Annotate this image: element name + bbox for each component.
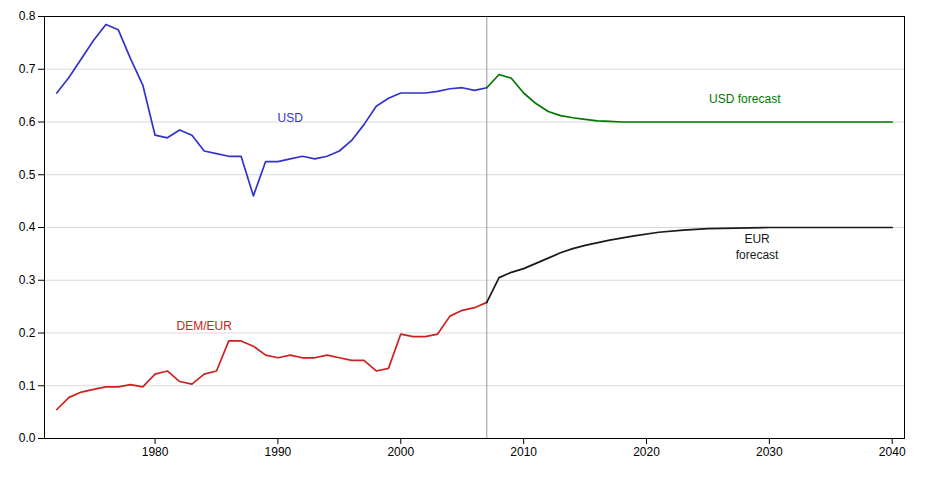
svg-text:1990: 1990 xyxy=(265,445,292,459)
svg-text:2000: 2000 xyxy=(387,445,414,459)
svg-text:0.5: 0.5 xyxy=(19,168,36,182)
svg-text:0.2: 0.2 xyxy=(19,326,36,340)
svg-text:0.3: 0.3 xyxy=(19,273,36,287)
svg-text:DEM/EUR: DEM/EUR xyxy=(177,319,233,333)
svg-text:USD forecast: USD forecast xyxy=(709,92,781,106)
svg-text:2020: 2020 xyxy=(633,445,660,459)
svg-text:EURforecast: EURforecast xyxy=(736,232,779,262)
svg-text:2010: 2010 xyxy=(510,445,537,459)
svg-text:0.7: 0.7 xyxy=(19,62,36,76)
svg-text:2040: 2040 xyxy=(879,445,906,459)
svg-text:0.4: 0.4 xyxy=(19,220,36,234)
svg-text:2030: 2030 xyxy=(756,445,783,459)
svg-text:0.0: 0.0 xyxy=(19,431,36,445)
svg-text:0.6: 0.6 xyxy=(19,115,36,129)
svg-text:1980: 1980 xyxy=(142,445,169,459)
svg-text:0.8: 0.8 xyxy=(19,9,36,23)
svg-text:USD: USD xyxy=(278,111,304,125)
svg-text:0.1: 0.1 xyxy=(19,379,36,393)
